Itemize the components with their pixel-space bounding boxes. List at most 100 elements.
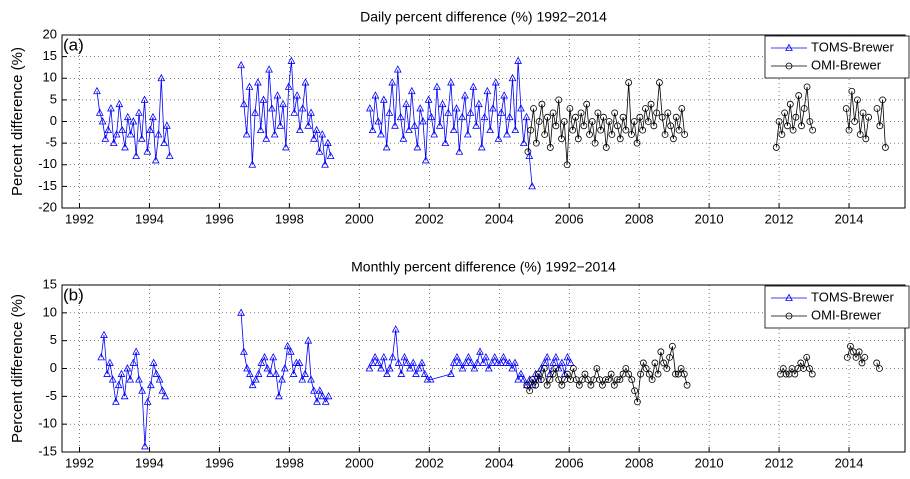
marker [323, 138, 332, 147]
marker [155, 375, 164, 383]
marker [865, 113, 873, 121]
marker [602, 144, 610, 151]
marker [613, 376, 621, 384]
marker [385, 108, 394, 116]
marker [650, 122, 658, 130]
marker [522, 112, 531, 121]
marker [254, 78, 262, 86]
marker [391, 325, 400, 333]
marker [476, 347, 484, 355]
marker [242, 130, 251, 138]
marker [639, 359, 647, 367]
marker [473, 358, 482, 366]
marker [382, 143, 391, 151]
marker [490, 353, 499, 361]
marker [642, 365, 650, 372]
marker [566, 105, 574, 112]
marker [614, 122, 621, 130]
marker [137, 134, 146, 142]
marker [616, 135, 624, 143]
y-tick-label: -5 [45, 388, 57, 403]
x-tick-label: 2000 [345, 455, 374, 470]
marker [270, 130, 279, 138]
marker [517, 104, 525, 112]
y-tick-label: 15 [43, 48, 57, 63]
marker [503, 130, 511, 138]
marker [409, 358, 418, 366]
marker [484, 364, 493, 372]
marker [103, 369, 111, 377]
marker [107, 104, 115, 112]
marker [567, 376, 574, 384]
marker [410, 121, 419, 129]
marker [675, 126, 683, 134]
marker [666, 353, 673, 361]
marker [163, 121, 171, 129]
marker [95, 108, 104, 116]
marker [138, 386, 146, 394]
marker [809, 126, 817, 134]
marker [293, 91, 301, 99]
marker [619, 113, 627, 121]
marker [245, 82, 254, 90]
y-tick-label: 10 [43, 70, 57, 85]
marker [405, 125, 413, 134]
marker [772, 144, 780, 151]
marker [795, 92, 803, 99]
marker [785, 293, 793, 301]
marker [543, 353, 552, 361]
marker [622, 365, 630, 372]
marker [610, 381, 618, 389]
marker [273, 91, 282, 99]
x-tick-label: 2004 [485, 211, 514, 226]
marker [851, 118, 859, 125]
marker [605, 118, 613, 125]
marker [400, 353, 409, 361]
marker [602, 376, 609, 384]
marker [121, 143, 129, 151]
marker [528, 182, 536, 190]
marker [396, 112, 405, 121]
marker [581, 370, 589, 378]
marker [670, 135, 677, 143]
marker [449, 125, 458, 134]
marker [424, 95, 433, 103]
marker [365, 364, 374, 372]
marker [664, 109, 672, 117]
marker [586, 131, 593, 138]
marker [538, 100, 546, 108]
marker [393, 65, 402, 73]
marker [383, 369, 391, 377]
marker [784, 122, 791, 130]
marker [569, 365, 577, 372]
marker [779, 365, 787, 372]
marker [858, 359, 866, 367]
marker [126, 375, 135, 383]
marker [660, 359, 668, 367]
marker [549, 370, 557, 378]
marker [97, 353, 106, 361]
marker [530, 105, 537, 112]
marker [315, 386, 324, 394]
marker [876, 365, 883, 372]
marker [657, 348, 665, 356]
marker [379, 95, 388, 103]
x-tick-label: 2004 [485, 455, 514, 470]
marker [593, 365, 601, 372]
marker [628, 376, 636, 384]
marker [517, 369, 525, 377]
marker [120, 391, 129, 400]
marker [483, 86, 492, 95]
marker [256, 125, 265, 134]
marker [248, 380, 257, 389]
marker [511, 125, 520, 134]
marker [546, 144, 554, 151]
marker [248, 160, 257, 168]
marker [505, 358, 514, 366]
x-tick-label: 2010 [695, 211, 724, 226]
marker [93, 86, 101, 95]
marker [588, 118, 596, 125]
marker [633, 139, 641, 147]
marker [140, 95, 149, 103]
marker [433, 82, 441, 90]
